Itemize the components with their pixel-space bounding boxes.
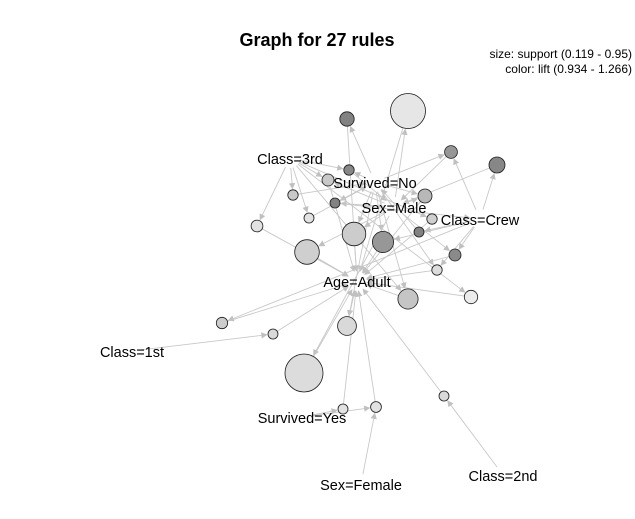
rule-node <box>413 226 425 238</box>
edge-lhs-to-rule <box>311 408 338 416</box>
edge-rule-to-rhs <box>276 285 350 332</box>
edge-rule-to-rhs <box>365 283 399 297</box>
rule-node <box>294 239 320 265</box>
rule-node <box>444 145 458 159</box>
rule-node <box>426 213 438 225</box>
rule-node <box>267 328 279 340</box>
edge-lhs-to-rule <box>354 172 367 179</box>
edge-lhs-to-rule <box>299 159 344 171</box>
item-label-survived-no: Survived=No <box>333 176 416 192</box>
edge-rule-to-rhs <box>352 172 387 201</box>
rule-node <box>250 219 264 233</box>
edge-lhs-to-rule <box>403 197 418 205</box>
legend-size-line: size: support (0.119 - 0.95) <box>489 47 632 61</box>
rule-node <box>343 164 355 176</box>
rule-node <box>287 189 299 201</box>
edge-rule-to-rhs <box>402 167 490 204</box>
rule-node <box>448 248 462 262</box>
edge-rule-to-rhs <box>339 203 471 221</box>
edge-rule-to-rhs <box>381 189 417 229</box>
legend-color-line: color: lift (0.934 - 1.266) <box>505 62 632 76</box>
edge-lhs-to-rule <box>141 332 268 351</box>
item-label-layer: Class=3rd Survived=No Sex=Male Class=Cre… <box>100 152 538 494</box>
rule-node <box>431 264 443 276</box>
edge-lhs-to-rule <box>333 181 385 204</box>
item-label-survived-yes: Survived=Yes <box>258 411 347 427</box>
legend: size: support (0.119 - 0.95) color: lift… <box>489 47 632 76</box>
edge-lhs-to-rule <box>292 167 309 213</box>
rule-node <box>370 401 382 413</box>
rule-node <box>329 197 341 209</box>
rule-node <box>488 156 506 174</box>
edge-lhs-to-rule <box>384 153 445 179</box>
edge-lhs-to-rule <box>299 161 427 218</box>
item-label-class-1st: Class=1st <box>100 345 164 361</box>
edge-rule-to-rhs <box>366 256 450 280</box>
edge-lhs-to-rule <box>349 125 372 174</box>
edge-lhs-to-rule <box>227 222 471 322</box>
rule-node <box>303 212 315 224</box>
rule-node <box>390 93 426 129</box>
item-label-age-adult: Age=Adult <box>323 275 390 291</box>
item-label-sex-female: Sex=Female <box>320 478 402 494</box>
rule-node <box>397 288 419 310</box>
edge-rule-to-rhs <box>352 245 360 272</box>
rule-node <box>284 353 324 393</box>
item-label-class-2nd: Class=2nd <box>469 469 538 485</box>
rule-node <box>339 111 355 127</box>
graph-title: Graph for 27 rules <box>239 30 394 50</box>
rule-node <box>371 230 394 253</box>
edge-lhs-to-rule <box>380 189 434 266</box>
rule-node <box>417 188 433 204</box>
rule-node <box>341 221 367 247</box>
rule-node <box>438 390 450 402</box>
edge-rule-to-rhs <box>343 290 359 405</box>
edge-lhs-to-rule <box>458 226 475 250</box>
item-label-class-crew: Class=Crew <box>441 213 520 229</box>
edge-lhs-to-rule <box>375 191 384 232</box>
edge-lhs-to-rule <box>259 166 287 221</box>
rule-node <box>463 289 479 305</box>
edge-lhs-to-rule <box>340 200 385 207</box>
edge-lhs-to-rule <box>401 212 450 252</box>
edge-lhs-to-rule <box>393 220 471 242</box>
edge-rule-to-rhs <box>366 280 465 297</box>
item-label-class-3rd: Class=3rd <box>257 152 323 168</box>
edge-rule-to-rhs <box>356 290 376 402</box>
rule-node <box>337 403 349 415</box>
edge-rule-to-rhs <box>313 289 353 357</box>
edge-rule-to-rhs <box>366 270 432 282</box>
edge-lhs-to-rule <box>447 400 498 468</box>
rule-node <box>215 316 229 330</box>
edge-lhs-to-rule <box>362 412 377 475</box>
edge-rule-to-rhs <box>362 288 442 393</box>
edge-lhs-to-rule <box>453 158 477 210</box>
rule-node-layer <box>215 93 506 415</box>
rule-node <box>321 173 335 187</box>
edge-lhs-to-rule <box>440 226 474 266</box>
item-label-sex-male: Sex=Male <box>362 201 427 217</box>
edge-lhs-to-rule <box>482 172 496 210</box>
edge-lhs-to-rule <box>394 128 408 198</box>
edge-rule-to-rhs <box>227 282 349 322</box>
rule-node <box>337 316 357 336</box>
edge-lhs-to-rule <box>288 167 296 190</box>
edge-lhs-to-rule <box>364 212 386 228</box>
edge-rule-to-rhs <box>400 156 447 201</box>
edge-lhs-to-rule <box>298 162 323 177</box>
edge-lhs-to-rule <box>384 184 418 196</box>
